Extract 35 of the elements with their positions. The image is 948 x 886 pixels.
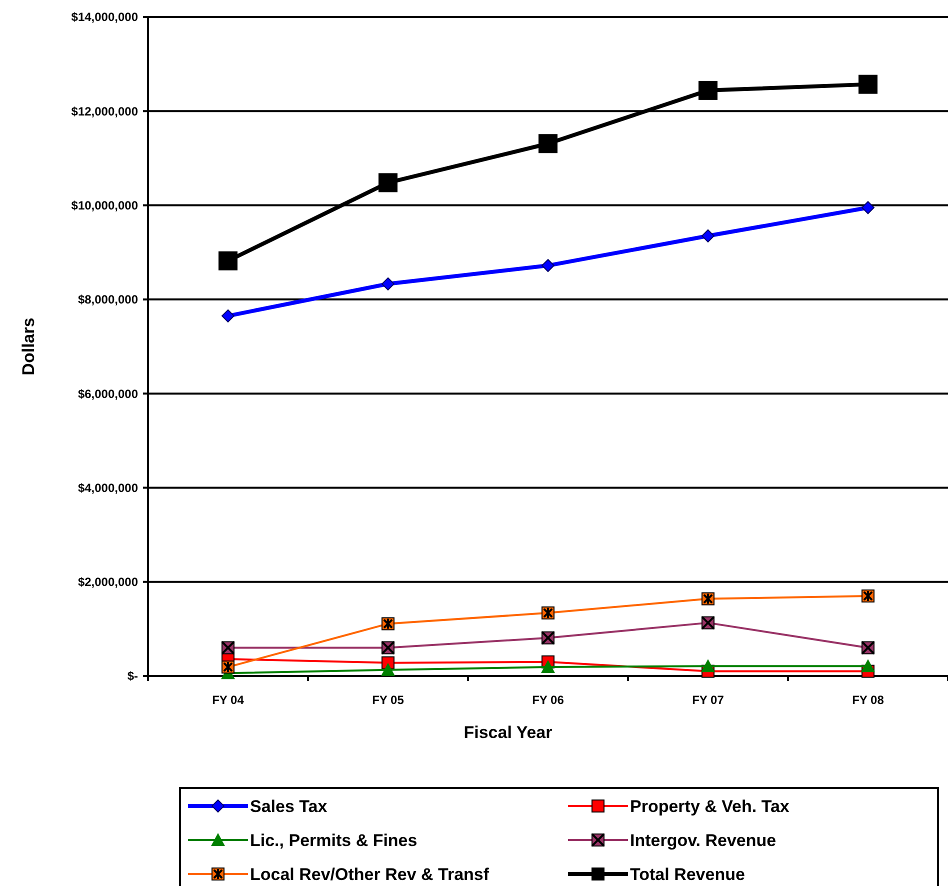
x-tick-label: FY 07: [692, 693, 724, 707]
point: [378, 173, 398, 192]
point: [538, 134, 558, 154]
x-axis-title: Fiscal Year: [464, 723, 553, 742]
point: [862, 201, 874, 214]
y-tick-label: $8,000,000: [78, 292, 138, 307]
x-tick-label: FY 05: [372, 693, 404, 707]
legend-label: Total Revenue: [630, 864, 745, 884]
y-axis-title: Dollars: [19, 318, 38, 376]
y-tick-label: $4,000,000: [78, 480, 138, 495]
point: [698, 80, 718, 100]
legend-label: Sales Tax: [250, 796, 328, 816]
point: [542, 259, 554, 272]
y-tick-label: $6,000,000: [78, 386, 138, 401]
point: [702, 229, 714, 242]
y-tick-label: $10,000,000: [71, 198, 138, 212]
y-tick-label: $-: [127, 669, 138, 684]
point: [222, 309, 234, 322]
y-tick-label: $2,000,000: [78, 575, 138, 590]
y-tick-label: $14,000,000: [71, 10, 138, 24]
point: [382, 277, 394, 290]
legend-label: Local Rev/Other Rev & Transf: [250, 864, 490, 884]
legend-label: Intergov. Revenue: [630, 830, 776, 850]
x-tick-label: FY 04: [212, 693, 244, 707]
point: [858, 74, 878, 94]
point: [541, 660, 555, 674]
legend-label: Property & Veh. Tax: [630, 796, 790, 816]
point: [218, 251, 238, 270]
point: [701, 659, 715, 672]
point: [381, 662, 395, 676]
x-tick-label: FY 06: [532, 693, 564, 707]
point: [861, 659, 875, 672]
y-tick-label: $12,000,000: [71, 104, 138, 118]
x-tick-label: FY 08: [852, 693, 884, 707]
legend-label: Lic., Permits & Fines: [250, 830, 418, 850]
